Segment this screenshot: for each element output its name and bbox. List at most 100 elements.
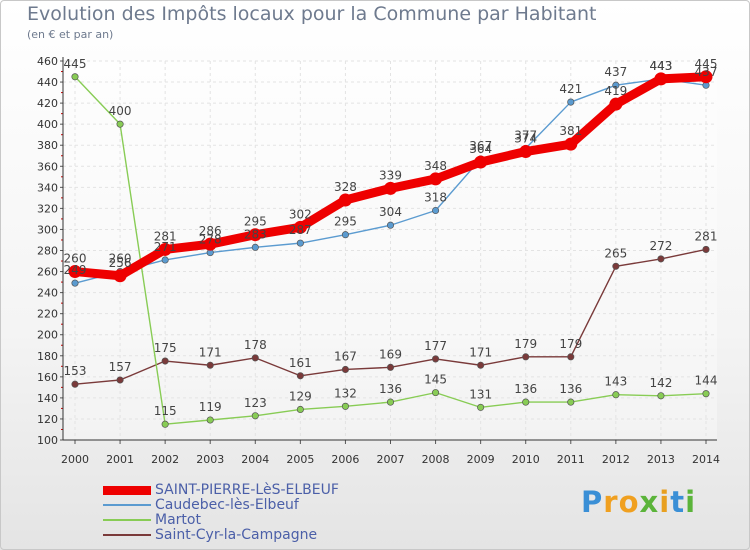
legend-label: Martot [155,512,201,528]
chart-title: Evolution des Impôts locaux pour la Comm… [27,3,597,25]
legend-swatch [103,534,151,536]
y-tick-label: 120 [37,413,58,426]
y-tick-label: 280 [37,245,58,258]
data-point [612,262,620,270]
data-point [116,376,124,384]
data-label: 283 [244,227,267,241]
data-label: 443 [649,59,672,73]
data-label: 136 [559,382,582,396]
data-point [338,193,352,207]
logo-letter: i [685,485,697,519]
data-label: 377 [514,128,537,142]
data-point [161,256,169,264]
data-label: 304 [379,205,402,219]
data-label: 123 [244,396,267,410]
y-tick-label: 100 [37,434,58,447]
chart-subtitle: (en € et par an) [27,28,114,41]
data-point [567,398,575,406]
x-tick-label: 2007 [377,453,405,466]
data-label: 421 [559,82,582,96]
data-point [251,412,259,420]
legend-label: Saint-Cyr-la-Campagne [155,527,318,543]
data-label: 129 [289,389,312,403]
y-tick-label: 220 [37,308,58,321]
y-tick-label: 300 [37,223,58,236]
y-tick-label: 180 [37,350,58,363]
proxiti-logo: Proxiti [581,485,696,519]
logo-letter: t [670,485,686,519]
data-point [432,355,440,363]
data-label: 179 [514,337,537,351]
x-tick-label: 2001 [106,453,134,466]
data-label: 287 [289,223,312,237]
data-label: 177 [424,339,447,353]
data-label: 278 [199,233,222,247]
data-point [206,361,214,369]
data-point [657,255,665,263]
data-point [296,372,304,380]
data-point [71,279,79,287]
data-label: 115 [154,404,177,418]
y-tick-label: 460 [37,55,58,68]
data-label: 272 [649,239,672,253]
data-label: 364 [469,142,492,156]
data-label: 302 [289,207,312,221]
legend-swatch [103,485,151,495]
data-point [161,357,169,365]
data-point [477,403,485,411]
y-tick-label: 420 [37,97,58,110]
data-label: 144 [695,374,718,388]
data-label: 136 [514,382,537,396]
data-point [522,353,530,361]
data-point [612,391,620,399]
y-tick-label: 240 [37,287,58,300]
data-label: 381 [559,124,582,138]
data-label: 437 [604,65,627,79]
data-point [206,416,214,424]
data-label: 281 [154,229,177,243]
data-point [432,206,440,215]
x-tick-label: 2005 [286,453,314,466]
data-label: 132 [334,386,357,400]
logo-letter: x [639,485,660,519]
data-label: 157 [109,360,132,374]
logo-letter: r [603,485,619,519]
y-tick-label: 320 [37,202,58,215]
data-point [564,137,578,151]
data-point [477,361,485,369]
data-label: 445 [695,57,718,71]
data-point [341,365,349,374]
data-label: 271 [154,240,177,254]
x-tick-label: 2003 [196,453,224,466]
x-tick-label: 2000 [61,453,89,466]
data-point [296,405,304,414]
y-tick-label: 140 [37,392,58,405]
data-point [251,354,259,362]
logo-letter: o [618,485,640,519]
data-label: 153 [64,364,87,378]
y-tick-label: 440 [37,76,58,89]
data-label: 367 [469,139,492,153]
x-tick-label: 2013 [647,453,675,466]
x-tick-label: 2004 [241,453,269,466]
x-tick-label: 2009 [467,453,495,466]
data-label: 265 [604,246,627,260]
data-label: 318 [424,190,447,204]
data-point [251,243,259,251]
y-tick-label: 200 [37,329,58,342]
data-label: 145 [424,373,447,387]
data-label: 295 [334,215,357,229]
data-point [158,242,172,256]
data-label: 260 [109,252,132,266]
x-tick-label: 2010 [512,453,540,466]
data-point [116,120,124,128]
data-point [519,145,533,159]
data-label: 348 [424,159,447,173]
data-label: 249 [64,263,87,277]
data-point [203,237,217,251]
data-label: 286 [199,224,222,238]
logo-letter: i [659,485,671,519]
data-label: 136 [379,382,402,396]
data-point [386,221,395,229]
legend-label: Caudebec-lès-Elbeuf [155,497,299,513]
